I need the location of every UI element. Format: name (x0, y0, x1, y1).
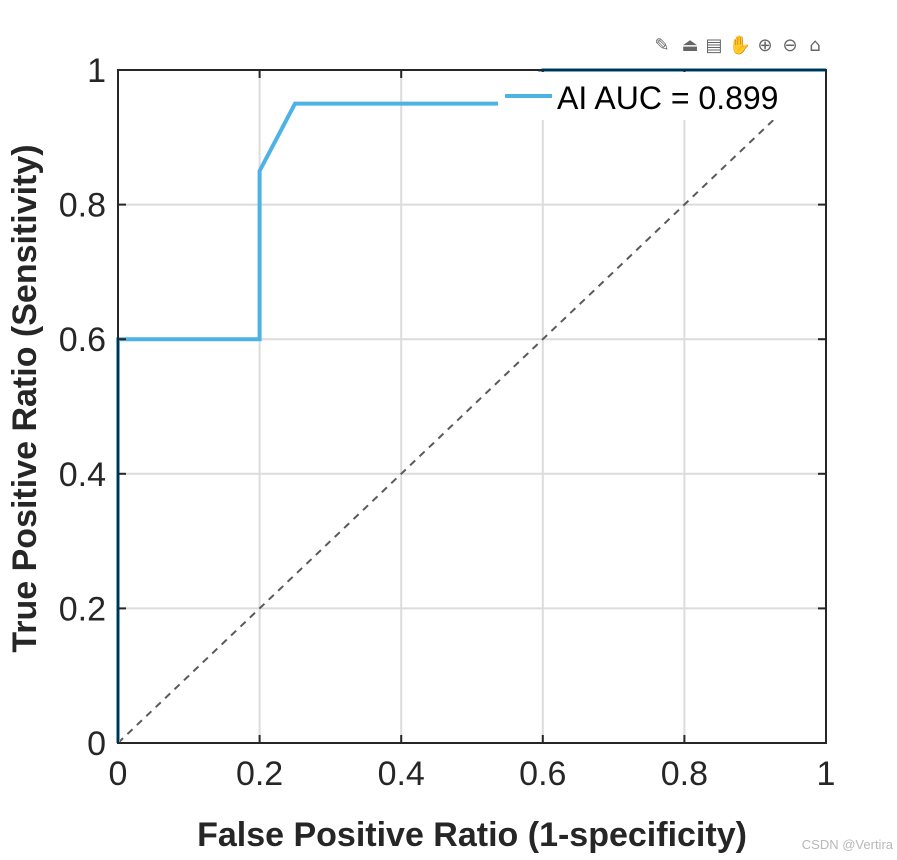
y-tick-label: 1 (87, 52, 106, 90)
x-tick-label: 0.8 (661, 755, 708, 793)
brush-icon[interactable]: ✎ (654, 35, 669, 56)
legend-label: AI AUC = 0.899 (557, 80, 778, 116)
y-axis-label: True Positive Ratio (Sensitivity) (6, 144, 44, 652)
x-axis-label: False Positive Ratio (1-specificity) (197, 816, 747, 854)
x-tick-label: 0.4 (378, 755, 425, 793)
datatip-icon[interactable]: ▤ (705, 35, 722, 56)
y-tick-label: 0.8 (59, 187, 106, 225)
zoom-out-icon[interactable]: ⊖ (782, 35, 797, 56)
plot-frame (117, 69, 827, 744)
x-tick-labels: 0 0.2 0.4 0.6 0.8 1 (109, 755, 836, 793)
y-tick-label: 0.2 (59, 590, 106, 628)
diagonal-reference-line (117, 69, 827, 744)
watermark: CSDN @Vertira (802, 837, 894, 852)
pan-hand-icon[interactable]: ✋ (729, 34, 751, 56)
x-tick-label: 0.6 (519, 755, 566, 793)
export-icon[interactable]: ⏏ (681, 35, 698, 56)
diagonal-reference-layer (117, 69, 827, 744)
y-tick-label: 0 (87, 725, 106, 763)
y-tick-label: 0.4 (59, 456, 106, 494)
y-tick-labels: 0 0.2 0.4 0.6 0.8 1 (59, 52, 106, 763)
x-tick-label: 0.2 (236, 755, 283, 793)
x-tick-label: 0 (109, 755, 128, 793)
legend[interactable]: AI AUC = 0.899 (498, 72, 822, 120)
x-tick-label: 1 (817, 755, 836, 793)
zoom-in-icon[interactable]: ⊕ (757, 35, 772, 56)
y-tick-label: 0.6 (59, 321, 106, 359)
axes-toolbar: ✎ ⏏ ▤ ✋ ⊕ ⊖ ⌂ (654, 34, 820, 56)
home-icon[interactable]: ⌂ (809, 35, 820, 56)
